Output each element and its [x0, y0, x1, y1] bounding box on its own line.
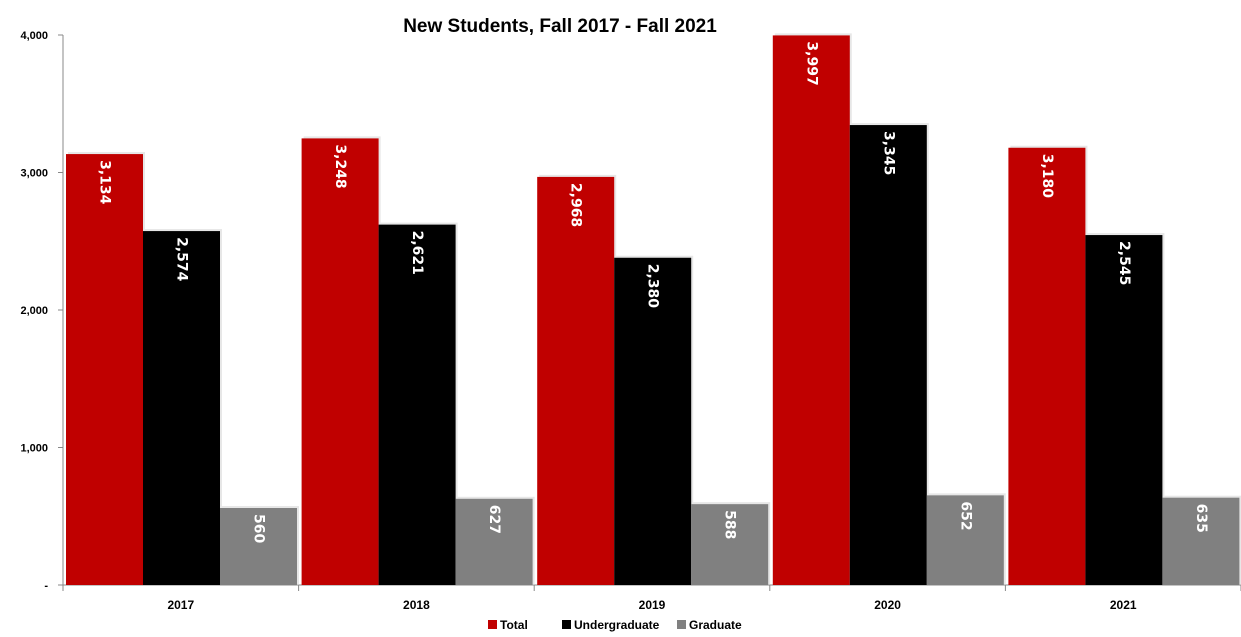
bar	[537, 176, 615, 585]
x-axis: 2017 2018 2019 2020 2021	[62, 584, 1241, 612]
bar	[66, 154, 143, 585]
bar	[614, 257, 692, 585]
data-label: 3,997	[803, 41, 819, 85]
y-tick-label: 3,000	[20, 168, 48, 180]
bar	[378, 224, 456, 586]
y-tick-label: 2,000	[20, 305, 48, 317]
data-label: 560	[251, 514, 267, 543]
bar	[772, 35, 850, 586]
legend-swatch	[562, 620, 571, 629]
y-tick-label: 1,000	[20, 443, 48, 455]
data-label: 3,345	[880, 131, 896, 175]
legend-label: Total	[500, 618, 528, 632]
bar	[1162, 497, 1240, 585]
bar	[1008, 147, 1086, 585]
bar	[143, 231, 220, 585]
bar	[1085, 235, 1163, 585]
data-label: 2,574	[174, 237, 190, 282]
bar	[301, 138, 379, 585]
legend-swatch	[488, 620, 497, 629]
x-tick-label: 2018	[403, 598, 430, 612]
legend-swatch	[677, 620, 686, 629]
y-tick-label: -	[44, 580, 48, 592]
data-label: 3,248	[332, 144, 348, 188]
data-label: 588	[722, 510, 738, 539]
bar	[220, 508, 297, 585]
data-label: 2,621	[409, 231, 425, 275]
data-label: 2,545	[1116, 241, 1132, 285]
x-tick-label: 2021	[1110, 598, 1137, 612]
data-label: 2,380	[645, 264, 661, 309]
data-label: 3,180	[1039, 154, 1055, 199]
data-label: 2,968	[568, 183, 584, 227]
data-label: 3,134	[97, 160, 113, 205]
data-label: 652	[957, 501, 973, 530]
bars: 3,134 2,574 560 3,248 2,621 627 2,968 2,380 588 3…	[66, 33, 1241, 586]
y-tick-label: 4,000	[20, 30, 48, 42]
legend: Total Undergraduate Graduate	[488, 618, 742, 632]
data-label: 627	[486, 505, 502, 534]
x-tick-label: 2020	[874, 598, 901, 612]
legend-label: Graduate	[689, 618, 742, 632]
bar	[691, 504, 769, 585]
y-axis: - 1,000 2,000 3,000 4,000	[20, 30, 64, 592]
bar	[455, 498, 533, 585]
x-tick-label: 2017	[167, 598, 194, 612]
bar	[926, 495, 1004, 585]
chart-title: New Students, Fall 2017 - Fall 2021	[403, 16, 717, 37]
bar	[849, 125, 927, 585]
legend-label: Undergraduate	[574, 618, 660, 632]
x-tick-label: 2019	[639, 598, 666, 612]
data-label: 635	[1193, 504, 1209, 533]
